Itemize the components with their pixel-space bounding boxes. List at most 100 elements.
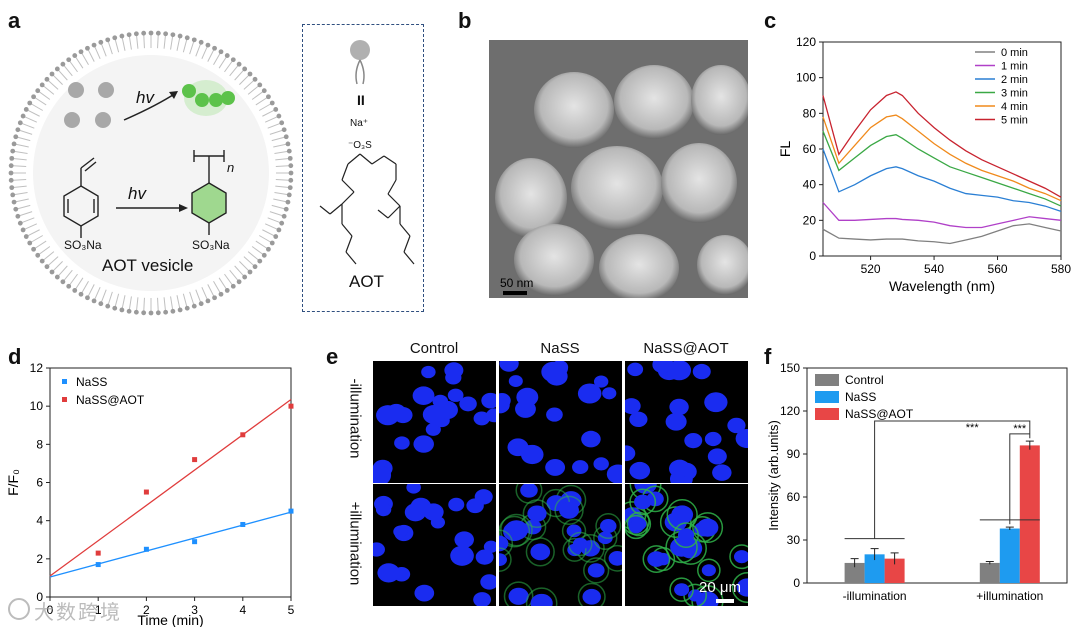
x-tick-label-d: 3 bbox=[191, 603, 198, 617]
tem-image: 50 nm bbox=[489, 40, 748, 298]
sig-bracket-outer bbox=[874, 420, 1031, 539]
micrograph-plus-control bbox=[373, 484, 496, 606]
y-axis-label-d: F/F₀ bbox=[5, 469, 21, 496]
x-tick-label-c: 520 bbox=[861, 262, 881, 276]
legend-swatch-d-0 bbox=[62, 379, 67, 384]
panel-label-a: a bbox=[8, 8, 21, 33]
y-tick-label-d: 10 bbox=[30, 399, 44, 413]
y-tick-label-f: 0 bbox=[793, 576, 800, 590]
legend-label-d-1: NaSS@AOT bbox=[76, 393, 145, 407]
x-tick-label-c: 540 bbox=[924, 262, 944, 276]
polystyrene-unit bbox=[191, 150, 227, 235]
legend-label-c-1: 1 min bbox=[1001, 61, 1028, 73]
plot-frame-f bbox=[806, 367, 1068, 584]
chart-f: 0 30 60 90 120 150 Intensity (arb.units) -illum… bbox=[766, 361, 1068, 603]
x-tick-label-d: 5 bbox=[288, 603, 295, 617]
y-tick-label-f: 30 bbox=[787, 533, 801, 547]
data-point-d-1 bbox=[288, 403, 294, 409]
legend-swatch-f-2 bbox=[815, 408, 839, 420]
bar-f-0-0 bbox=[844, 562, 865, 583]
polymer-chain bbox=[182, 80, 235, 116]
legend-swatch-f-0 bbox=[815, 374, 839, 386]
panel-label-b: b bbox=[458, 8, 472, 33]
y-axis-label-f: Intensity (arb.units) bbox=[766, 420, 781, 531]
data-point-d-1 bbox=[240, 432, 246, 438]
x-tick-label-d: 4 bbox=[239, 603, 246, 617]
micrograph-minus-nass bbox=[499, 361, 622, 483]
repeat-n: n bbox=[227, 160, 235, 175]
fit-line-d-1 bbox=[49, 398, 292, 577]
legend-swatch-d-1 bbox=[62, 397, 67, 402]
legend-swatch-f-1 bbox=[815, 391, 839, 403]
x-tick-label-f: +illumination bbox=[976, 589, 1043, 603]
y-tick-label-c: 40 bbox=[803, 178, 817, 192]
vesicle-label: AOT vesicle bbox=[102, 256, 194, 275]
micrograph-minus-nassaot bbox=[625, 361, 748, 483]
chart-c: 0 20 40 60 80 100 120 520 540 560 580 Wavelength (n… bbox=[777, 35, 1071, 294]
col-header-nassaot: NaSS@AOT bbox=[643, 340, 729, 357]
legend-label-c-5: 5 min bbox=[1001, 115, 1028, 127]
row-header-plus: +illumination bbox=[346, 501, 364, 586]
series-line-c-5 bbox=[822, 91, 1062, 198]
x-tick-label-d: 1 bbox=[95, 603, 102, 617]
micrograph-plus-nassaot bbox=[625, 484, 748, 606]
sig-bracket-inner bbox=[1009, 433, 1030, 525]
y-tick-label-c: 120 bbox=[796, 35, 816, 49]
bar-f-1-2 bbox=[1019, 445, 1040, 583]
y-tick-label-d: 12 bbox=[30, 361, 44, 375]
x-tick-label-d: 0 bbox=[47, 603, 54, 617]
y-tick-label-d: 6 bbox=[36, 476, 43, 490]
col-header-control: Control bbox=[409, 340, 459, 357]
so3na-left: SO₃Na bbox=[64, 238, 102, 252]
legend-label-c-4: 4 min bbox=[1001, 101, 1028, 113]
micrograph-minus-control bbox=[373, 361, 496, 483]
sig-label-inner: *** bbox=[1013, 423, 1027, 435]
vesicle-particles bbox=[495, 65, 748, 298]
y-tick-label-d: 0 bbox=[36, 590, 43, 604]
x-tick-label-c: 580 bbox=[1051, 262, 1071, 276]
scale-bar bbox=[503, 291, 527, 295]
y-tick-label-d: 8 bbox=[36, 437, 43, 451]
vesicle-membrane bbox=[8, 30, 294, 316]
x-tick-label-d: 2 bbox=[143, 603, 150, 617]
panel-label-f: f bbox=[764, 344, 772, 369]
legend-label-c-3: 3 min bbox=[1001, 88, 1028, 100]
watermark: 大数跨境 bbox=[34, 602, 122, 624]
y-axis-label-c: FL bbox=[777, 141, 793, 158]
y-tick-label-d: 4 bbox=[36, 514, 43, 528]
x-axis-label-c: Wavelength (nm) bbox=[889, 278, 995, 294]
monomer-spheres bbox=[64, 82, 114, 128]
data-point-d-1 bbox=[192, 457, 198, 463]
y-tick-label-d: 2 bbox=[36, 552, 43, 566]
bar-f-0-1 bbox=[864, 554, 885, 583]
equivalence-symbol: II bbox=[357, 92, 365, 108]
surfactant-head bbox=[350, 40, 370, 60]
aot-skeleton bbox=[319, 153, 415, 265]
data-point-d-1 bbox=[95, 550, 101, 556]
y-tick-label-f: 150 bbox=[780, 361, 800, 375]
y-tick-label-c: 0 bbox=[809, 249, 816, 263]
hv-label-1: hv bbox=[136, 88, 154, 107]
legend-label-f-2: NaSS@AOT bbox=[845, 407, 914, 421]
data-point-d-1 bbox=[143, 489, 149, 495]
y-tick-label-f: 90 bbox=[787, 447, 801, 461]
sodium-ion: Na⁺ bbox=[350, 118, 369, 129]
aot-structure-box bbox=[302, 24, 424, 312]
data-point-d-0 bbox=[95, 562, 101, 568]
watermark-logo-icon bbox=[8, 598, 30, 620]
legend-label-f-1: NaSS bbox=[845, 390, 876, 404]
y-tick-label-f: 60 bbox=[787, 490, 801, 504]
legend-label-f-0: Control bbox=[845, 373, 884, 387]
micro-scale-bar bbox=[716, 599, 734, 603]
series-line-c-3 bbox=[822, 130, 1062, 207]
panel-label-c: c bbox=[764, 8, 777, 33]
data-point-d-0 bbox=[192, 539, 198, 545]
panel-label-e: e bbox=[326, 344, 339, 369]
series-line-c-2 bbox=[822, 148, 1062, 213]
data-point-d-0 bbox=[288, 508, 294, 514]
y-tick-label-c: 20 bbox=[803, 213, 817, 227]
legend-label-d-0: NaSS bbox=[76, 375, 107, 389]
fit-line-d-0 bbox=[49, 511, 292, 578]
y-tick-label-f: 120 bbox=[780, 404, 800, 418]
